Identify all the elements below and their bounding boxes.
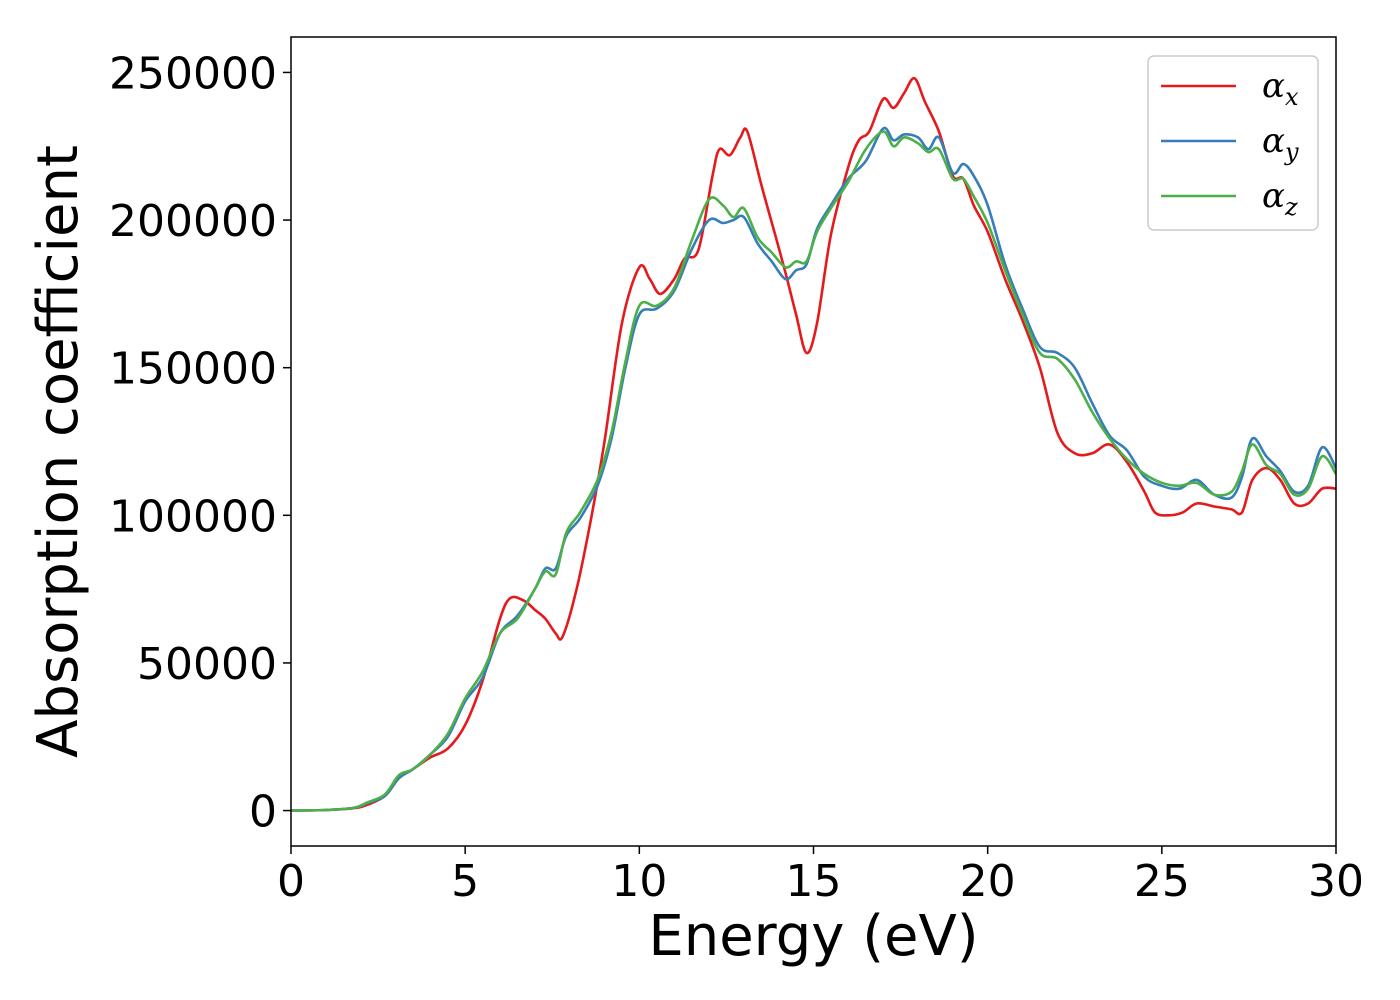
series-line-alpha-x: [291, 76, 1336, 812]
x-tick-label: 20: [960, 856, 1016, 907]
x-axis-label: Energy (eV): [648, 904, 978, 969]
y-tick-label: 50000: [137, 639, 277, 690]
legend-box: [1147, 55, 1319, 231]
x-tick-label: 5: [451, 856, 479, 907]
y-tick-label: 150000: [109, 344, 277, 395]
x-tick-label: 0: [277, 856, 305, 907]
series-line-alpha-y: [291, 126, 1336, 812]
y-tick-label: 0: [249, 787, 277, 838]
x-tick-label: 30: [1308, 856, 1364, 907]
y-tick-label: 250000: [109, 48, 277, 99]
x-tick-label: 10: [611, 856, 667, 907]
y-axis-label: Absorption coefficient: [26, 145, 91, 758]
y-axis: 0 50000 100000 150000 200000 250000: [109, 48, 291, 838]
x-tick-label: 25: [1134, 856, 1190, 907]
y-tick-label: 200000: [109, 196, 277, 247]
series-line-alpha-z: [291, 130, 1336, 812]
series-layer: [291, 76, 1336, 812]
x-axis: 0 5 10 15 20 25 30: [277, 846, 1364, 907]
y-tick-label: 100000: [109, 491, 277, 542]
x-tick-label: 15: [786, 856, 842, 907]
